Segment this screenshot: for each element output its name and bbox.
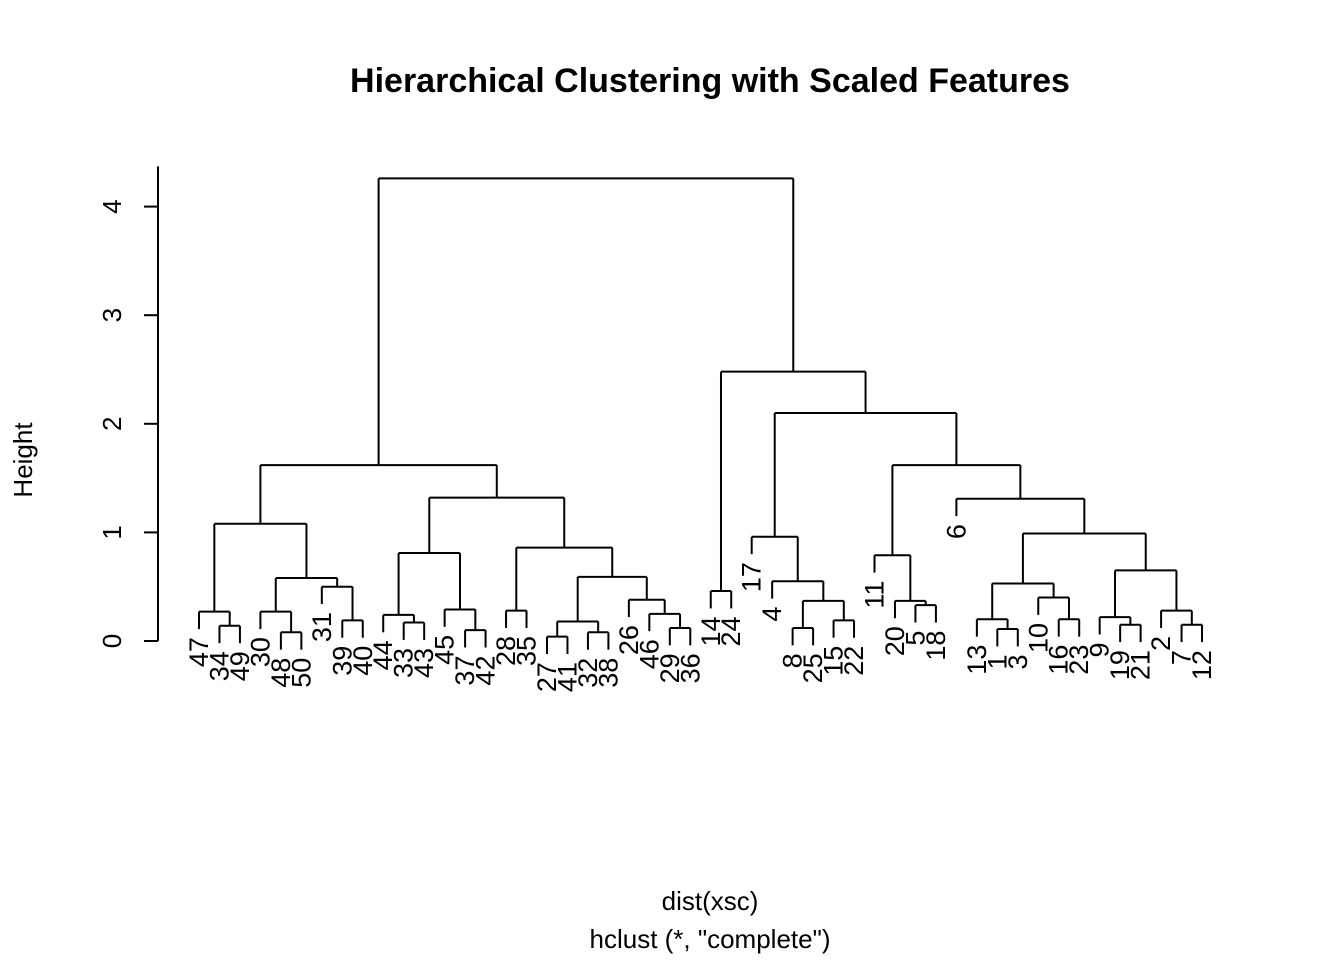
dendrogram-tree [198, 177, 1204, 655]
leaf-label: 39 [327, 646, 357, 676]
leaf-label: 23 [1064, 645, 1094, 675]
leaf-label: 32 [573, 658, 603, 688]
leaf-label: 40 [348, 646, 378, 676]
leaf-label: 48 [266, 658, 296, 688]
leaf-label: 20 [880, 626, 910, 656]
leaf-label: 12 [1187, 650, 1217, 680]
leaf-label: 16 [1044, 645, 1074, 675]
y-tick-label: 3 [97, 308, 127, 322]
leaf-label: 4 [757, 607, 787, 622]
leaf-label: 27 [532, 662, 562, 692]
leaf-label: 3 [1003, 654, 1033, 669]
leaf-label: 2 [1146, 636, 1176, 651]
leaf-label: 1 [982, 654, 1012, 669]
x-axis-label: dist(xsc) [662, 886, 759, 916]
leaf-label: 43 [409, 648, 439, 678]
leaf-label: 22 [839, 646, 869, 676]
leaf-label: 15 [819, 646, 849, 676]
leaf-label: 33 [389, 648, 419, 678]
leaf-label: 45 [430, 635, 460, 665]
y-tick-label: 4 [97, 199, 127, 213]
leaf-label: 30 [245, 637, 275, 667]
y-tick-label: 0 [97, 634, 127, 648]
chart-title: Hierarchical Clustering with Scaled Feat… [350, 62, 1070, 100]
leaf-label: 5 [900, 631, 930, 646]
x-axis-sublabel: hclust (*, "complete") [590, 924, 831, 954]
leaf-label: 36 [675, 653, 705, 683]
leaf-label: 46 [634, 639, 664, 669]
leaf-label: 9 [1085, 642, 1115, 657]
leaf-label: 38 [593, 658, 623, 688]
leaf-label: 34 [204, 651, 234, 681]
leaf-label: 47 [184, 637, 214, 667]
y-axis-label: Height [8, 422, 38, 498]
y-axis: 0 1 2 3 4 [97, 166, 159, 648]
leaf-label: 35 [512, 636, 542, 666]
leaf-label: 44 [368, 640, 398, 670]
leaf-label: 18 [921, 631, 951, 661]
leaf-label: 29 [655, 653, 685, 683]
leaf-label: 19 [1105, 650, 1135, 680]
leaf-label: 14 [696, 616, 726, 646]
leaf-label: 31 [307, 612, 337, 642]
leaf-label: 21 [1126, 650, 1156, 680]
leaf-label: 24 [716, 616, 746, 646]
leaf-label: 25 [798, 653, 828, 683]
leaf-label: 37 [450, 656, 480, 686]
leaf-label: 42 [471, 656, 501, 686]
leaf-label: 50 [286, 658, 316, 688]
leaf-label: 8 [778, 653, 808, 668]
leaf-label: 17 [737, 562, 767, 592]
leaf-label: 13 [962, 645, 992, 675]
y-tick-label: 2 [97, 417, 127, 431]
leaf-label: 11 [860, 581, 890, 609]
leaf-label: 10 [1023, 623, 1053, 653]
leaf-label: 49 [225, 651, 255, 681]
leaf-label: 6 [941, 524, 971, 539]
leaf-labels: 4734493048503139404433434537422835274132… [184, 524, 1217, 692]
leaf-label: 41 [552, 662, 582, 692]
leaf-label: 26 [614, 625, 644, 655]
leaf-label: 7 [1167, 650, 1197, 665]
leaf-label: 28 [491, 636, 521, 666]
y-tick-label: 1 [97, 525, 127, 539]
